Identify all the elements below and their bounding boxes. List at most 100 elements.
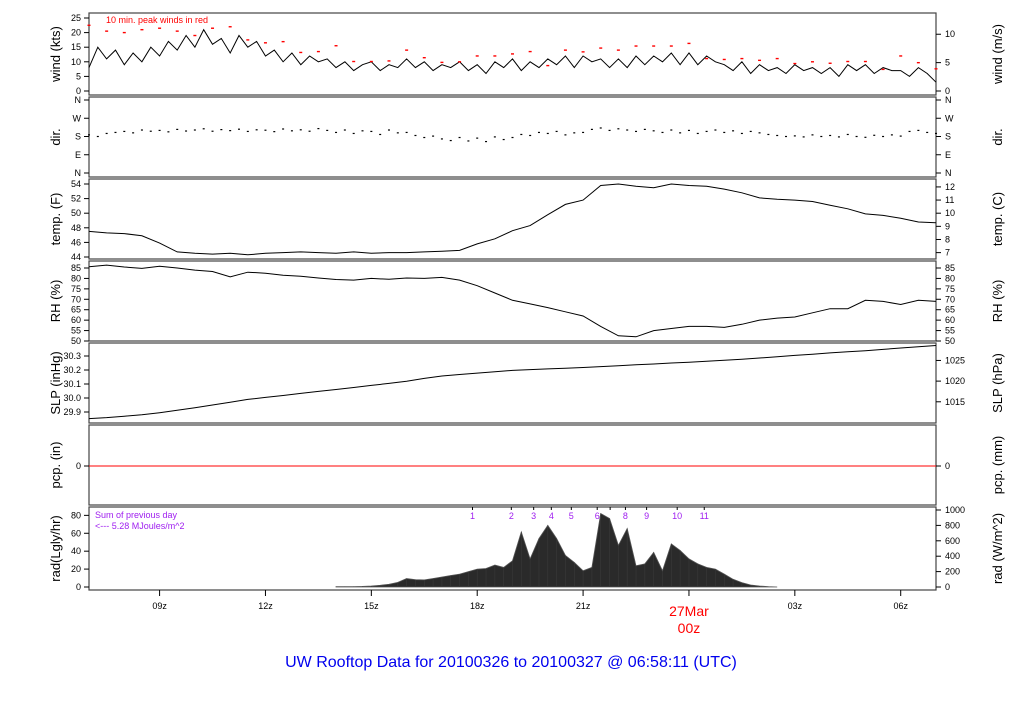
wind-right-tick-label: 5 [945, 58, 950, 68]
rad-left-tick-label: 80 [71, 510, 81, 520]
direction-point [467, 140, 469, 141]
dir-right-tick-label: N [945, 168, 952, 178]
direction-point [803, 136, 805, 137]
direction-point [503, 139, 505, 140]
radiation-sum-annotation: Sum of previous day [95, 510, 178, 520]
direction-point [317, 128, 319, 129]
rad-left-axis-label: rad(Lgly/hr) [48, 515, 63, 581]
date-hour-label: 00z [678, 620, 701, 636]
temp-right-tick-label: 12 [945, 182, 955, 192]
time-tick-label: 18z [470, 601, 485, 611]
temp-right-tick-label: 10 [945, 208, 955, 218]
temp-left-axis-label: temp. (F) [48, 193, 63, 246]
temp-right-tick-label: 11 [945, 195, 954, 205]
direction-point [520, 134, 522, 135]
direction-point [264, 130, 266, 131]
direction-point [582, 132, 584, 133]
rh-left-tick-label: 80 [71, 273, 81, 283]
direction-point [114, 132, 116, 133]
direction-point [362, 130, 364, 131]
rad-left-tick-label: 60 [71, 528, 81, 538]
direction-point [891, 134, 893, 135]
direction-point [300, 129, 302, 130]
temp-left-tick-label: 48 [71, 223, 81, 233]
slp-right-tick-label: 1015 [945, 397, 965, 407]
rh-left-tick-label: 55 [71, 326, 81, 336]
rh-right-tick-label: 70 [945, 294, 955, 304]
direction-point [917, 130, 919, 131]
direction-point [547, 133, 549, 134]
hour-marker-label: 3 [531, 511, 536, 521]
direction-point [476, 138, 478, 139]
direction-point [167, 131, 169, 132]
wind-left-tick-label: 20 [71, 28, 81, 38]
hour-marker-label: 1 [470, 511, 475, 521]
rh-left-tick-label: 65 [71, 305, 81, 315]
direction-point [485, 141, 487, 142]
slp-series-line [89, 346, 936, 419]
rad-left-tick-label: 40 [71, 546, 81, 556]
dir-left-axis-label: dir. [48, 128, 63, 145]
direction-point [326, 130, 328, 131]
temp-right-axis-label: temp. (C) [990, 192, 1005, 246]
direction-point [706, 131, 708, 132]
rad-left-tick-label: 0 [76, 582, 81, 592]
rh-series-line [89, 265, 936, 337]
direction-point [873, 135, 875, 136]
temp-left-tick-label: 54 [71, 179, 81, 189]
direction-point [644, 129, 646, 130]
radiation-sum-value: <--- 5.28 MJoules/m^2 [95, 521, 185, 531]
direction-point [626, 129, 628, 130]
direction-point [432, 135, 434, 136]
direction-point [273, 131, 275, 132]
hour-marker-label: 11 [700, 511, 709, 521]
temp-left-tick-label: 44 [71, 252, 81, 262]
dir-left-tick-label: S [75, 132, 81, 142]
pcp-left-axis-label: pcp. (in) [48, 442, 63, 489]
direction-point [600, 127, 602, 128]
direction-point [159, 130, 161, 131]
rh-left-tick-label: 60 [71, 315, 81, 325]
rh-right-axis-label: RH (%) [990, 280, 1005, 323]
direction-point [829, 135, 831, 136]
direction-point [185, 130, 187, 131]
hour-marker-label: 6 [595, 511, 600, 521]
slp-left-axis-label: SLP (inHg) [48, 351, 63, 414]
temp-left-tick-label: 52 [71, 194, 81, 204]
rh-left-tick-label: 70 [71, 294, 81, 304]
direction-point [414, 135, 416, 136]
direction-point [714, 129, 716, 130]
direction-point [909, 131, 911, 132]
direction-point [212, 131, 214, 132]
direction-point [97, 136, 99, 137]
direction-point [697, 133, 699, 134]
rad-right-axis-label: rad (W/m^2) [990, 513, 1005, 584]
direction-point [132, 132, 134, 133]
direction-point [291, 130, 293, 131]
time-tick-label: 09z [152, 601, 167, 611]
direction-point [423, 137, 425, 138]
direction-point [653, 130, 655, 131]
slp-right-tick-label: 1020 [945, 376, 965, 386]
direction-point [538, 132, 540, 133]
dir-left-tick-label: N [75, 95, 82, 105]
rh-right-tick-label: 80 [945, 273, 955, 283]
direction-point [688, 130, 690, 131]
time-tick-label: 03z [788, 601, 803, 611]
dir-right-tick-label: N [945, 95, 952, 105]
dir-right-axis-label: dir. [990, 128, 1005, 145]
direction-point [856, 136, 858, 137]
rh-right-tick-label: 75 [945, 284, 955, 294]
hour-marker-label: 4 [549, 511, 554, 521]
dir-left-tick-label: W [73, 113, 82, 123]
direction-point [785, 136, 787, 137]
direction-point [397, 132, 399, 133]
time-tick-label: 12z [258, 601, 273, 611]
direction-point [88, 134, 90, 135]
direction-point [247, 131, 249, 132]
chart-title: UW Rooftop Data for 20100326 to 20100327… [285, 654, 737, 671]
